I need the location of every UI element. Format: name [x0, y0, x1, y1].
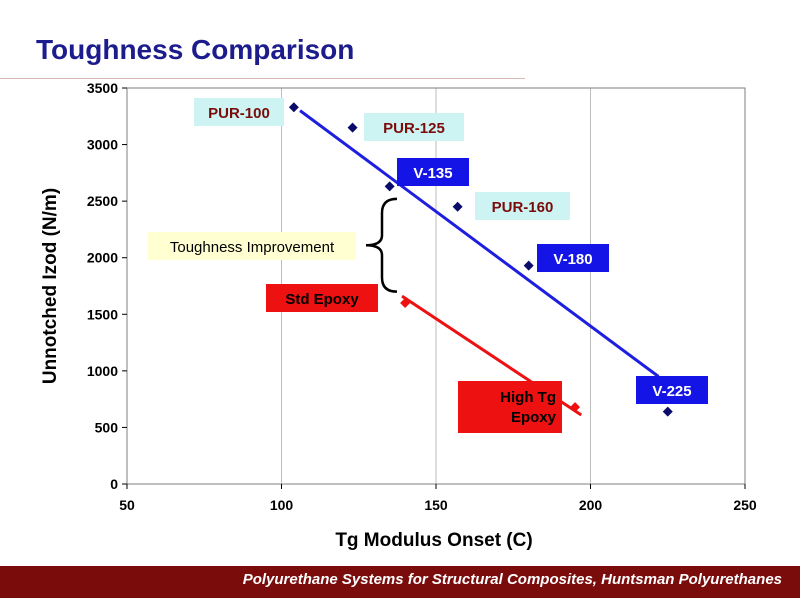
y-tick-label: 500: [95, 419, 119, 435]
data-point-v-180: [523, 260, 534, 271]
x-tick-label: 50: [119, 497, 135, 513]
data-label-std-epoxy: Std Epoxy: [285, 291, 359, 308]
data-point-v-225: [662, 406, 673, 417]
toughness-scatter-chart: 0 500 1000 1500 2000 2500 3000 3500 50 100 150 200…: [40, 80, 757, 551]
y-tick-label: 0: [110, 476, 118, 492]
label-box-pur-125: [364, 113, 464, 141]
y-axis-ticks: 0 500 1000 1500 2000 2500 3000 3500: [87, 80, 127, 492]
footer-text: Polyurethane Systems for Structural Comp…: [242, 571, 782, 588]
y-tick-label: 1500: [87, 306, 118, 322]
toughness-brace: [365, 197, 398, 293]
label-box-std-epoxy: [266, 284, 378, 312]
data-label-v-225: V-225: [652, 383, 691, 400]
data-label-pur-100: PUR-100: [208, 105, 270, 122]
data-point-std-epoxy: [400, 297, 411, 308]
y-tick-label: 3500: [87, 80, 118, 96]
blue-trend-line: [299, 109, 660, 378]
label-box-v-135: [397, 158, 469, 186]
label-box-v-225: [636, 376, 708, 404]
point-labels: PUR-100 PUR-125 V-135 PUR-160 V-180 V-225 Std …: [194, 98, 708, 433]
data-point-pur-125: [347, 122, 358, 133]
y-tick-label: 2000: [87, 250, 118, 266]
data-markers: [288, 102, 673, 417]
y-axis-label: Unnotched Izod (N/m): [40, 188, 61, 384]
x-tick-label: 150: [424, 497, 448, 513]
label-box-v-180: [537, 244, 609, 272]
title-divider: [0, 78, 525, 79]
toughness-improvement-label: Toughness Improvement: [170, 239, 335, 256]
x-tick-label: 100: [270, 497, 294, 513]
data-label-pur-125: PUR-125: [383, 120, 445, 137]
y-tick-label: 3000: [87, 137, 118, 153]
x-tick-label: 250: [733, 497, 757, 513]
x-tick-label: 200: [579, 497, 603, 513]
slide-title: Toughness Comparison: [36, 34, 355, 65]
y-tick-label: 2500: [87, 193, 118, 209]
data-label-v-135: V-135: [413, 165, 452, 182]
annotations: Toughness Improvement: [148, 197, 398, 293]
x-axis-label: Tg Modulus Onset (C): [335, 530, 532, 551]
x-axis-ticks: 50 100 150 200 250: [119, 484, 757, 513]
data-label-pur-160: PUR-160: [492, 199, 554, 216]
data-label-high-tg-epoxy: High Tg Epoxy: [500, 389, 556, 426]
data-point-pur-160: [452, 201, 463, 212]
data-point-v-135: [384, 181, 395, 192]
data-point-high-tg-epoxy: [570, 402, 581, 413]
label-box-high-tg-epoxy: [458, 381, 562, 433]
label-box-pur-160: [475, 192, 570, 220]
toughness-label-box: [148, 232, 356, 260]
footer-bar: Polyurethane Systems for Structural Comp…: [0, 566, 800, 598]
y-tick-label: 1000: [87, 363, 118, 379]
data-point-pur-100: [288, 102, 299, 113]
data-label-v-180: V-180: [553, 251, 592, 268]
label-box-pur-100: [194, 98, 284, 126]
